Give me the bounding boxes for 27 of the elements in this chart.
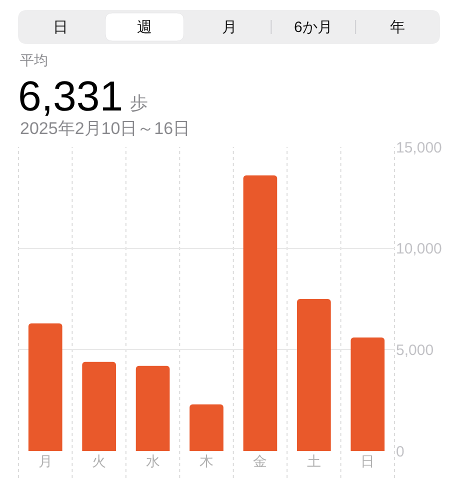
bar xyxy=(297,299,331,451)
bar xyxy=(28,323,62,451)
text: 年 xyxy=(390,19,405,36)
x-tick-label: 日 xyxy=(360,453,375,469)
y-tick-label: 5,000 xyxy=(396,342,434,359)
y-tick-label: 10,000 xyxy=(396,240,442,258)
x-tick-label: 火 xyxy=(92,453,106,469)
text: 平均 xyxy=(20,52,48,68)
x-tick-label: 月 xyxy=(38,453,52,469)
text: 6か月 xyxy=(294,19,332,36)
x-tick-label: 木 xyxy=(200,453,214,469)
y-tick-label: 0 xyxy=(396,443,404,460)
bar xyxy=(243,175,278,451)
x-tick-label: 金 xyxy=(253,453,268,469)
text: 週 xyxy=(137,19,152,36)
y-tick-label: 15,000 xyxy=(396,139,442,156)
bar xyxy=(82,362,116,451)
chart-title: 6,331 xyxy=(18,72,124,120)
x-tick-label: 水 xyxy=(146,453,160,469)
bar xyxy=(136,366,170,451)
text: 月 xyxy=(222,19,237,36)
text: 日 xyxy=(53,19,68,36)
text: 歩 xyxy=(130,93,148,113)
x-tick-label: 土 xyxy=(306,453,321,469)
bar xyxy=(190,404,224,451)
chart-subtitle: 2025年2月10日～16日 xyxy=(20,119,190,138)
bar xyxy=(350,338,385,451)
